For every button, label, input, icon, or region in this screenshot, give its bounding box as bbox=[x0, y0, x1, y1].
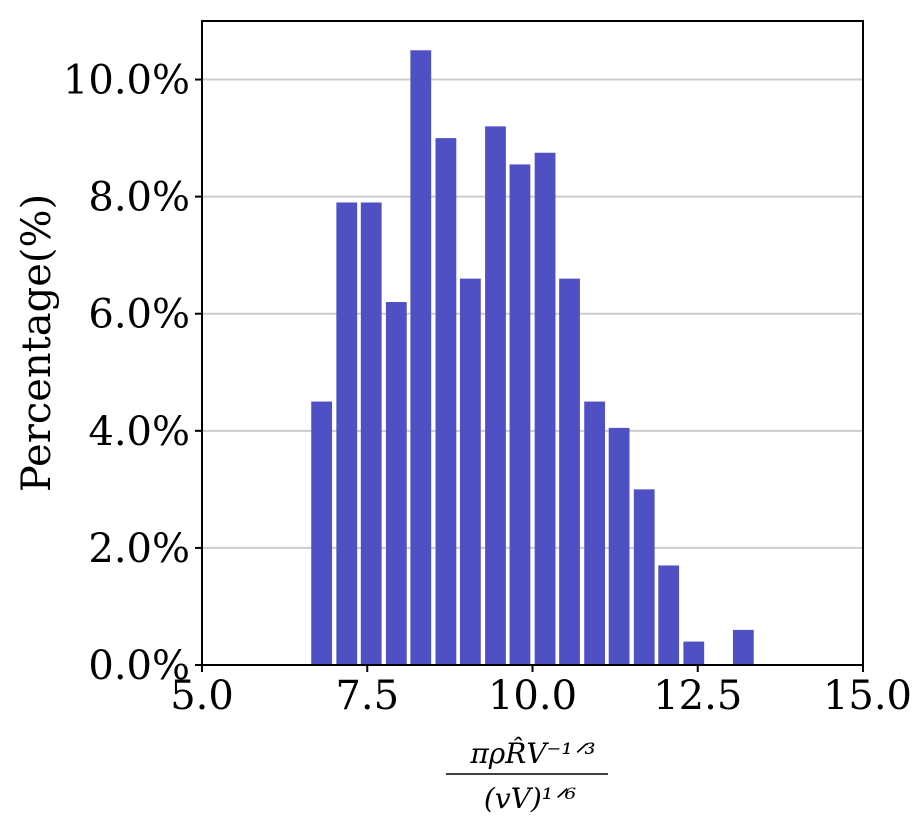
x-axis-title-numerator: πρR̂V⁻¹ᐟ³ bbox=[469, 737, 595, 770]
histogram-bar bbox=[534, 152, 556, 665]
histogram-bar bbox=[732, 629, 754, 665]
histogram-bar bbox=[509, 164, 531, 665]
x-axis-title-denominator: (vV)¹ᐟ⁶ bbox=[484, 782, 576, 815]
histogram-bar bbox=[311, 401, 333, 665]
histogram-bar bbox=[658, 565, 680, 665]
histogram-bar bbox=[435, 138, 457, 665]
histogram-bar bbox=[584, 401, 606, 665]
x-axis: 5.0 7.5 10.0 12.5 15.0 bbox=[170, 665, 912, 719]
plot-frame bbox=[201, 20, 864, 666]
y-tick-label: 2.0% bbox=[88, 526, 190, 572]
x-tick-label: 7.5 bbox=[335, 673, 399, 719]
grid-lines bbox=[202, 78, 863, 549]
y-tick-label: 10.0% bbox=[63, 58, 190, 104]
y-tick-label: 8.0% bbox=[88, 175, 190, 221]
x-tick-label: 5.0 bbox=[170, 673, 234, 719]
y-axis-title: Percentage(%) bbox=[14, 194, 60, 492]
histogram-bar bbox=[683, 641, 705, 665]
histogram-bar bbox=[410, 50, 432, 666]
histogram-bar bbox=[633, 489, 655, 665]
y-tick-label: 4.0% bbox=[88, 409, 190, 455]
x-tick-label: 10.0 bbox=[488, 673, 577, 719]
x-tick-label: 12.5 bbox=[653, 673, 742, 719]
histogram-bar bbox=[336, 202, 358, 665]
bars bbox=[311, 50, 754, 666]
y-tick-label: 0.0% bbox=[88, 643, 190, 689]
histogram-bar bbox=[360, 202, 382, 665]
histogram-bar bbox=[459, 278, 481, 665]
histogram-bar bbox=[485, 126, 506, 665]
histogram-bar bbox=[608, 427, 630, 665]
x-tick-label: 15.0 bbox=[823, 673, 912, 719]
histogram-bar bbox=[559, 278, 580, 665]
y-axis: 0.0% 2.0% 4.0% 6.0% 8.0% 10.0% bbox=[63, 58, 202, 689]
histogram-bar bbox=[385, 302, 407, 665]
y-tick-label: 6.0% bbox=[88, 292, 190, 338]
